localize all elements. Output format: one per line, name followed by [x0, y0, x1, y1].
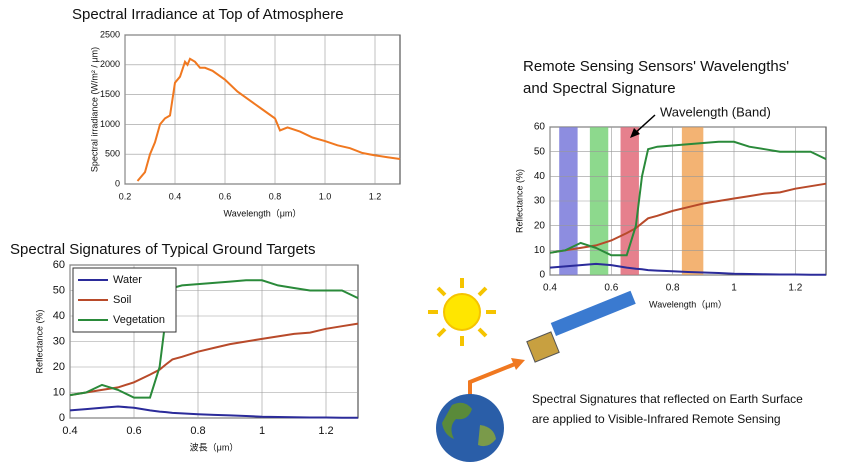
x-axis-label: Wavelength（μm）	[224, 208, 302, 218]
legend-label: Vegetation	[113, 314, 165, 326]
y-tick-label: 20	[534, 220, 546, 231]
x-tick-label: 0.8	[666, 283, 680, 294]
legend-label: Water	[113, 274, 142, 286]
x-tick-label: 0.6	[126, 425, 141, 437]
x-tick-label: 1.2	[788, 283, 802, 294]
y-tick-label: 2500	[100, 29, 120, 39]
y-tick-label: 60	[534, 122, 546, 133]
y-tick-label: 50	[534, 146, 546, 157]
y-tick-label: 30	[534, 196, 546, 207]
data-line	[69, 279, 359, 399]
sun	[428, 278, 496, 346]
y-tick-label: 10	[53, 386, 65, 398]
chart-title: Spectral Signatures of Typical Ground Ta…	[10, 241, 315, 258]
x-tick-label: 1.2	[318, 425, 333, 437]
y-tick-label: 20	[53, 361, 65, 373]
y-axis-label: Reflectance (%)	[34, 309, 44, 373]
data-line	[549, 262, 826, 276]
y-tick-label: 30	[53, 335, 65, 347]
y-tick-label: 0	[59, 412, 65, 424]
x-tick-label: 0.6	[219, 191, 232, 201]
x-tick-label: 0.2	[119, 191, 132, 201]
x-tick-label: 1.2	[369, 191, 382, 201]
y-tick-label: 0	[115, 178, 120, 188]
data-line	[549, 140, 827, 257]
annotation-arrow	[633, 114, 656, 135]
chart-title: Spectral Irradiance at Top of Atmosphere	[72, 6, 344, 23]
data-line	[69, 405, 358, 419]
x-tick-label: 1.0	[319, 191, 332, 201]
x-tick-label: 1	[731, 283, 737, 294]
satellite	[526, 290, 636, 363]
y-tick-label: 50	[53, 284, 65, 296]
y-tick-label: 40	[534, 171, 546, 182]
chart-title: and Spectral Signature	[523, 80, 676, 97]
y-tick-label: 1500	[100, 89, 120, 99]
data-line	[69, 322, 359, 397]
x-axis-label: 波長（μm）	[190, 441, 239, 452]
x-axis-label: Wavelength（μm）	[649, 299, 727, 309]
y-tick-label: 60	[53, 259, 65, 271]
caption-line: are applied to Visible-Infrared Remote S…	[532, 412, 781, 426]
y-tick-label: 40	[53, 310, 65, 322]
x-tick-label: 0.8	[190, 425, 205, 437]
x-tick-label: 0.4	[62, 425, 77, 437]
annotation: Wavelength (Band)	[660, 104, 771, 119]
x-tick-label: 0.8	[269, 191, 282, 201]
y-tick-label: 2000	[100, 59, 120, 69]
y-tick-label: 10	[534, 245, 546, 256]
x-tick-label: 1	[259, 425, 265, 437]
annotation-arrow-head	[630, 128, 640, 138]
earth	[436, 394, 504, 462]
data-line	[136, 57, 401, 182]
x-tick-label: 0.4	[543, 283, 557, 294]
data-line	[549, 182, 827, 254]
chart-title: Remote Sensing Sensors' Wavelengths'	[523, 58, 789, 75]
y-axis-label: Spectral irradiance (W/m² / μm)	[89, 47, 99, 172]
y-axis-label: Reflectance (%)	[514, 169, 524, 233]
y-tick-label: 500	[105, 149, 120, 159]
legend-label: Soil	[113, 294, 131, 306]
caption-line: Spectral Signatures that reflected on Ea…	[532, 392, 803, 406]
x-tick-label: 0.6	[604, 283, 618, 294]
y-tick-label: 0	[539, 270, 545, 281]
y-tick-label: 1000	[100, 119, 120, 129]
x-tick-label: 0.4	[169, 191, 182, 201]
arrow-head	[511, 358, 525, 370]
